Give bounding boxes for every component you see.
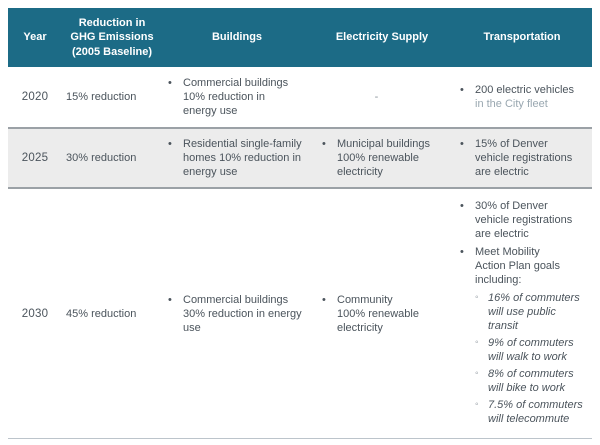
transportation-goal-text: 200 electric vehicles in the City fleet	[475, 83, 574, 111]
sub-bullet-icon: ◦	[475, 336, 479, 348]
list-item: • 15% of Denver vehicle registrations ar…	[460, 137, 589, 179]
transportation-goal-text: 30% of Denver vehicle registrations are …	[475, 199, 573, 240]
cell-2030-year: 2030	[21, 307, 49, 320]
bullet-icon: •	[460, 245, 464, 258]
sub-list-item: ◦ 7.5% of commuters will telecommute	[475, 398, 583, 426]
transportation-goal-muted: in the City fleet	[475, 98, 548, 110]
header-cell-buildings: Buildings	[211, 31, 263, 44]
sub-list-item: ◦ 16% of commuters will use public trans…	[475, 291, 583, 333]
cell-2025-year: 2025	[21, 152, 49, 164]
header-cell-transportation: Transportation	[483, 31, 561, 44]
sub-bullet-icon: ◦	[475, 291, 479, 303]
cell-2020-buildings: • Commercial buildings 10% reduction in …	[162, 70, 312, 124]
list-item: • Commercial buildings 10% reduction in …	[168, 76, 309, 118]
header-cell-year: Year	[23, 31, 47, 44]
buildings-goal-text: Commercial buildings 10% reduction in en…	[183, 77, 289, 117]
cell-2030-transportation: • 30% of Denver vehicle registrations ar…	[452, 193, 592, 435]
bullet-icon: •	[168, 293, 172, 306]
cell-2020-electricity: -	[374, 91, 379, 103]
buildings-goal-text: Commercial buildings 30% reduction in en…	[183, 293, 302, 334]
bullet-icon: •	[168, 77, 172, 89]
transportation-goal-main: 200 electric vehicles	[475, 84, 575, 96]
table-row-2025: 2025 30% reduction • Residential single-…	[8, 127, 592, 189]
list-item: • 200 electric vehicles in the City fleet	[460, 83, 589, 111]
sub-goal-text: 16% of commuters will use public transit	[488, 291, 580, 332]
cell-2030-electricity: • Community 100% renewable electricity	[312, 287, 452, 341]
transportation-goal-text: 15% of Denver vehicle registrations are …	[475, 138, 573, 178]
electricity-goal-text: Municipal buildings 100% renewable elect…	[337, 138, 430, 178]
cell-2025-transportation: • 15% of Denver vehicle registrations ar…	[452, 131, 592, 185]
list-item: • 30% of Denver vehicle registrations ar…	[460, 199, 589, 241]
cell-2030-buildings: • Commercial buildings 30% reduction in …	[162, 287, 312, 341]
cell-2020-year: 2020	[21, 91, 49, 103]
cell-2025-reduction: 30% reduction	[66, 152, 137, 164]
header-cell-reduction: Reduction in GHG Emissions (2005 Baselin…	[70, 17, 154, 58]
bullet-icon: •	[168, 138, 172, 150]
table-row-2030: 2030 45% reduction • Commercial building…	[8, 189, 592, 439]
header-cell-electricity: Electricity Supply	[335, 31, 429, 44]
transportation-goal-group: Meet Mobility Action Plan goals includin…	[475, 245, 583, 429]
bullet-icon: •	[460, 199, 464, 212]
bullet-icon: •	[460, 138, 464, 150]
cell-2025-electricity: • Municipal buildings 100% renewable ele…	[312, 131, 452, 185]
cell-2020-reduction: 15% reduction	[66, 91, 137, 103]
list-item: • Meet Mobility Action Plan goals includ…	[460, 245, 589, 429]
sub-goal-text: 9% of commuters will walk to work	[488, 336, 574, 363]
list-item: • Municipal buildings 100% renewable ele…	[322, 137, 449, 179]
sub-list-item: ◦ 8% of commuters will bike to work	[475, 367, 583, 395]
electricity-goal-text: Community 100% renewable electricity	[337, 293, 419, 334]
sub-list-item: ◦ 9% of commuters will walk to work	[475, 336, 583, 364]
sub-bullet-icon: ◦	[475, 398, 479, 410]
transportation-goal-text: Meet Mobility Action Plan goals includin…	[475, 245, 560, 286]
cell-2030-reduction: 45% reduction	[66, 307, 137, 320]
buildings-goal-text: Residential single-family homes 10% redu…	[183, 138, 302, 178]
ghg-goals-table: Year Reduction in GHG Emissions (2005 Ba…	[8, 8, 592, 439]
sub-goal-text: 7.5% of commuters will telecommute	[488, 398, 583, 425]
list-item: • Residential single-family homes 10% re…	[168, 137, 309, 179]
bullet-icon: •	[322, 138, 326, 150]
bullet-icon: •	[460, 84, 464, 96]
table-row-2020: 2020 15% reduction • Commercial building…	[8, 67, 592, 127]
bullet-icon: •	[322, 293, 326, 306]
table-header-row: Year Reduction in GHG Emissions (2005 Ba…	[8, 8, 592, 67]
sub-bullet-icon: ◦	[475, 367, 479, 379]
list-item: • Community 100% renewable electricity	[322, 293, 449, 335]
sub-goal-text: 8% of commuters will bike to work	[488, 367, 574, 394]
cell-2025-buildings: • Residential single-family homes 10% re…	[162, 131, 312, 185]
cell-2020-transportation: • 200 electric vehicles in the City fleet	[452, 77, 592, 117]
list-item: • Commercial buildings 30% reduction in …	[168, 293, 309, 335]
mobility-sub-list: ◦ 16% of commuters will use public trans…	[475, 291, 583, 426]
